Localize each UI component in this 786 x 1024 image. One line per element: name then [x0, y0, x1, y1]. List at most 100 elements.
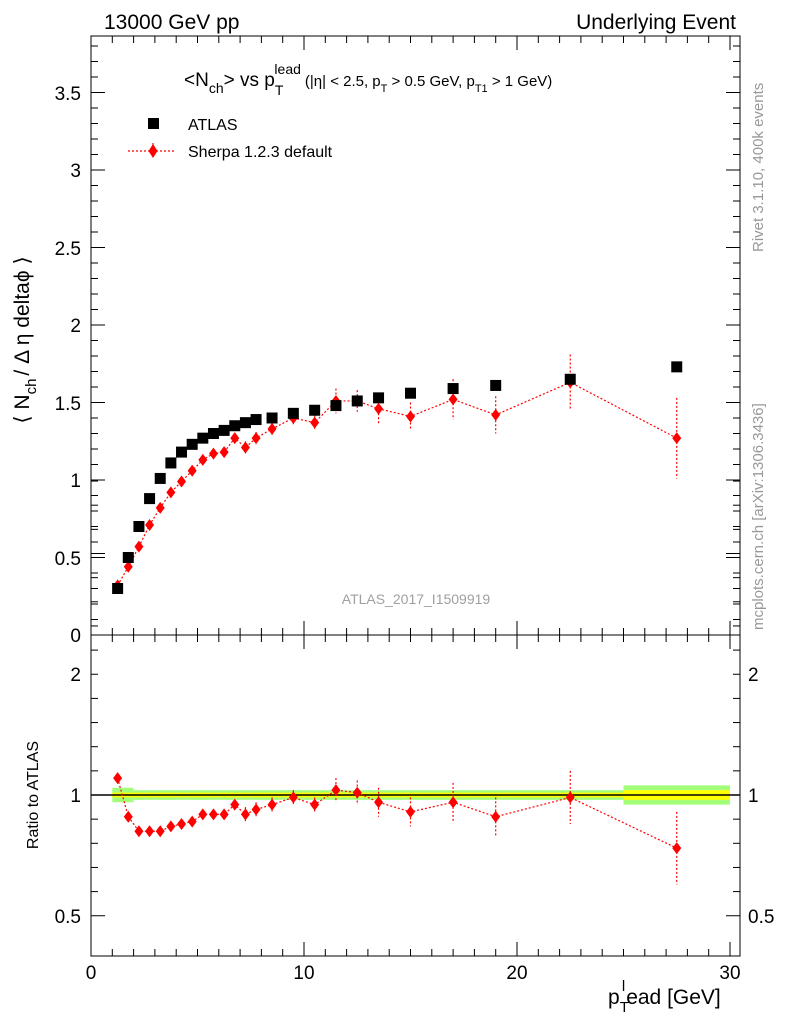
mcplots-label: mcplots.cern.ch [arXiv:1306.3436] — [750, 403, 767, 630]
ratio-sherpa-point — [230, 798, 240, 811]
main-y-tick-label: 1.5 — [55, 394, 81, 415]
ratio-sherpa-point — [113, 772, 123, 785]
x-axis-label-p: p — [608, 986, 620, 1009]
ratio-y-tick-labels-left: 0.5 1 2 — [55, 665, 81, 928]
sherpa-point — [145, 518, 155, 531]
atlas-point — [186, 438, 198, 450]
sherpa-point — [155, 501, 165, 514]
ratio-y-tick-label-right: 2 — [748, 665, 759, 686]
atlas-point — [351, 395, 363, 407]
ratio-sherpa-point — [166, 820, 176, 833]
analysis-watermark: ATLAS_2017_I1509919 — [342, 591, 491, 607]
ratio-sherpa-point — [123, 810, 133, 823]
atlas-point — [309, 404, 321, 416]
plot-title-pt-sub: T — [275, 82, 284, 98]
sherpa-point — [406, 410, 415, 423]
sherpa-point — [267, 422, 277, 435]
main-sherpa-series — [113, 354, 682, 592]
ratio-y-tick-label: 0.5 — [55, 907, 81, 928]
header-right: Underlying Event — [576, 11, 736, 34]
x-tick-label: 10 — [293, 963, 314, 984]
main-y-tick-label: 2.5 — [55, 239, 81, 260]
atlas-point — [671, 361, 683, 373]
atlas-point — [373, 392, 385, 404]
ratio-sherpa-series — [113, 770, 682, 885]
ratio-sherpa-point — [177, 817, 187, 830]
ratio-sherpa-point — [240, 808, 250, 821]
sherpa-point — [448, 393, 458, 406]
atlas-point — [154, 472, 166, 484]
sherpa-point — [251, 432, 261, 445]
ratio-sherpa-point — [251, 803, 261, 816]
main-atlas-series — [112, 361, 683, 594]
ratio-sherpa-point — [219, 808, 229, 821]
ratio-y-tick-label: 2 — [70, 665, 81, 686]
ratio-y-tick-label-right: 1 — [748, 786, 759, 807]
rivet-label: Rivet 3.1.10, 400k events — [750, 83, 767, 252]
ratio-y-tick-label-right: 0.5 — [748, 907, 774, 928]
x-tick-label: 30 — [719, 963, 740, 984]
atlas-point — [330, 400, 342, 412]
sherpa-point — [166, 486, 176, 499]
x-axis-label-sup: l — [622, 978, 625, 995]
x-tick-label: 20 — [506, 963, 527, 984]
ratio-sherpa-point — [565, 791, 575, 804]
ratio-sherpa-point — [491, 810, 501, 823]
plot-title-cuts-c: > 1 GeV) — [488, 73, 553, 90]
ratio-sherpa-point — [331, 784, 341, 797]
legend-atlas-label: ATLAS — [188, 117, 238, 134]
plot-title-main: <N — [184, 70, 209, 91]
ratio-sherpa-point — [448, 796, 458, 809]
atlas-point — [122, 552, 134, 563]
ratio-sherpa-point — [374, 796, 384, 809]
plot-title: <Nch> vs pTlead(|η| < 2.5, pT > 0.5 GeV,… — [184, 61, 552, 98]
x-tick-labels: 0 10 20 30 — [86, 963, 741, 984]
main-y-tick-label: 1 — [70, 471, 81, 492]
sherpa-point — [198, 453, 208, 466]
ratio-sherpa-point — [145, 825, 155, 838]
sherpa-point — [230, 432, 240, 445]
x-axis-label-rest: ead [GeV] — [626, 986, 721, 1009]
main-y-tick-label: 2 — [70, 316, 81, 337]
atlas-point — [250, 414, 262, 426]
atlas-point — [176, 446, 188, 458]
ratio-y-axis-label: Ratio to ATLAS — [25, 741, 42, 849]
main-y-tick-label: 0.5 — [55, 549, 81, 570]
atlas-point — [447, 383, 459, 395]
atlas-point — [490, 379, 502, 391]
main-y-axis-label-a: ⟨ N — [11, 394, 34, 423]
sherpa-point — [374, 402, 384, 415]
x-axis-label: pTlead [GeV] — [608, 978, 721, 1016]
sherpa-point — [310, 416, 320, 429]
main-y-tick-label: 0 — [70, 626, 81, 647]
ratio-y-tick-labels-right: 0.5 1 2 — [748, 665, 774, 928]
ratio-sherpa-point — [267, 798, 277, 811]
atlas-point — [266, 412, 278, 424]
x-tick-label: 0 — [86, 963, 97, 984]
ratio-sherpa-point — [155, 825, 165, 838]
main-y-tick-label: 3 — [70, 161, 81, 182]
plot-title-cuts-a-sub: T — [381, 83, 388, 95]
x-axis-label-sub: T — [620, 999, 629, 1016]
plot-title-cuts-b: > 0.5 GeV, p — [387, 73, 474, 90]
ratio-sherpa-point — [406, 805, 415, 818]
atlas-point — [287, 407, 299, 419]
sherpa-point — [187, 464, 197, 477]
legend-sherpa-marker — [148, 144, 158, 158]
atlas-point — [197, 432, 209, 444]
atlas-point — [112, 583, 124, 594]
plot-title-cuts-b-sub: T1 — [475, 83, 488, 95]
ratio-sherpa-point — [187, 815, 197, 828]
atlas-point — [207, 428, 219, 439]
sherpa-point — [240, 441, 250, 454]
ratio-sherpa-point — [352, 786, 362, 799]
plot-title-main-after: > vs p — [224, 70, 275, 91]
legend-sherpa-label: Sherpa 1.2.3 default — [188, 144, 333, 161]
legend: ATLAS Sherpa 1.2.3 default — [128, 117, 333, 161]
ratio-sherpa-point — [288, 791, 298, 804]
ratio-sherpa-point — [310, 798, 320, 811]
sherpa-point — [219, 446, 229, 459]
sherpa-point — [177, 475, 187, 488]
sherpa-point — [672, 432, 682, 445]
